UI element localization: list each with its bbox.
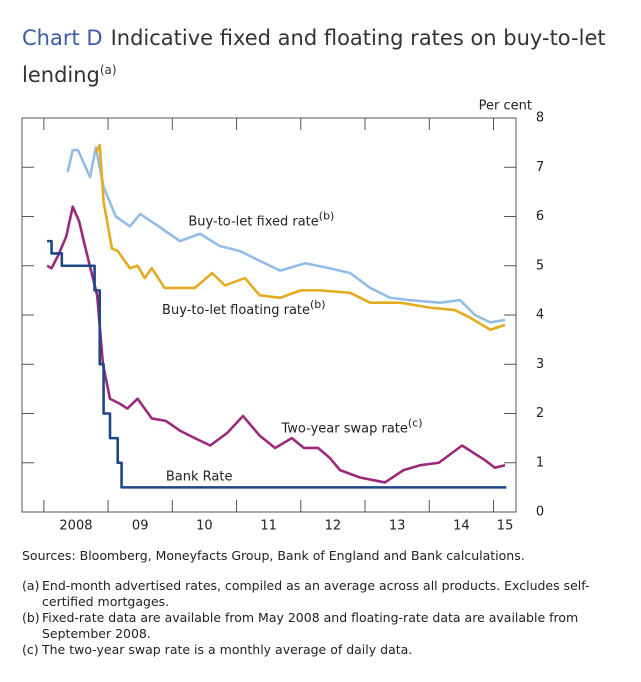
- footnote-text: The two-year swap rate is a monthly aver…: [42, 642, 413, 657]
- y-axis-label: Per cent: [479, 99, 532, 114]
- footnote-mark: (a): [22, 578, 40, 593]
- footnote-text: Fixed-rate data are available from May 2…: [42, 610, 579, 641]
- series-name: Buy-to-let fixed rate: [188, 214, 318, 229]
- x-tick-label: 11: [260, 519, 277, 534]
- series-line: [46, 205, 506, 484]
- series-note: (b): [319, 209, 335, 222]
- title-text: Indicative fixed and floating rates on b…: [22, 26, 606, 87]
- footnote-text: End-month advertised rates, compiled as …: [42, 578, 590, 609]
- series-line: [47, 239, 507, 489]
- sources: Sources: Bloomberg, Moneyfacts Group, Ba…: [22, 548, 525, 563]
- y-tick-label: 5: [536, 258, 544, 273]
- x-tick-label: 13: [389, 519, 406, 534]
- series-name: Two-year swap rate: [281, 421, 408, 436]
- x-tick-label: 09: [132, 519, 149, 534]
- y-tick-label: 2: [536, 406, 544, 421]
- footnote-mark: (c): [22, 642, 39, 657]
- y-tick-label: 0: [536, 505, 544, 520]
- x-tick-label: 14: [453, 519, 470, 534]
- y-tick-label: 6: [536, 209, 544, 224]
- x-tick-label: 10: [196, 519, 213, 534]
- series-note: (b): [310, 298, 326, 311]
- series-label: Bank Rate: [166, 469, 233, 484]
- chart-title: Chart D Indicative fixed and floating rat…: [22, 22, 634, 91]
- notes: Sources: Bloomberg, Moneyfacts Group, Ba…: [22, 548, 622, 658]
- y-tick-label: 8: [536, 111, 544, 126]
- y-tick-label: 3: [536, 357, 544, 372]
- x-tick-label: 15: [497, 519, 514, 534]
- series-note: (c): [408, 416, 423, 429]
- y-tick-label: 4: [536, 308, 544, 323]
- y-tick-label: 7: [536, 160, 544, 175]
- series-line: [94, 143, 506, 332]
- y-tick-label: 1: [536, 455, 544, 470]
- chart-label: Chart D: [22, 26, 103, 50]
- x-tick-label: 2008: [59, 519, 92, 534]
- series-label: Two-year swap rate(c): [281, 416, 423, 436]
- footnote: (b) Fixed-rate data are available from Ma…: [22, 610, 622, 642]
- footnote: (a) End-month advertised rates, compiled …: [22, 578, 622, 610]
- footnote-mark: (b): [22, 610, 40, 625]
- series-name: Bank Rate: [166, 469, 233, 484]
- series-line: [66, 146, 506, 324]
- x-tick-label: 12: [325, 519, 342, 534]
- series-name: Buy-to-let floating rate: [162, 303, 310, 318]
- series-label: Buy-to-let floating rate(b): [162, 298, 326, 318]
- series-label: Buy-to-let fixed rate(b): [188, 209, 334, 229]
- title-note: (a): [99, 63, 117, 77]
- footnote: (c) The two-year swap rate is a monthly a…: [22, 642, 622, 658]
